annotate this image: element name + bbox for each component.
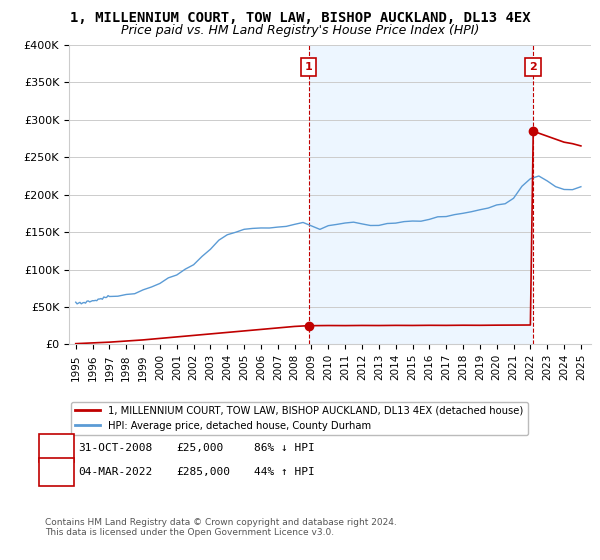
Bar <box>308 45 533 344</box>
Text: 44% ↑ HPI: 44% ↑ HPI <box>254 466 314 477</box>
Text: 1: 1 <box>305 62 313 72</box>
Text: 1, MILLENNIUM COURT, TOW LAW, BISHOP AUCKLAND, DL13 4EX: 1, MILLENNIUM COURT, TOW LAW, BISHOP AUC… <box>70 11 530 25</box>
Legend: 1, MILLENNIUM COURT, TOW LAW, BISHOP AUCKLAND, DL13 4EX (detached house), HPI: A: 1, MILLENNIUM COURT, TOW LAW, BISHOP AUC… <box>71 402 527 435</box>
Text: £285,000: £285,000 <box>176 466 230 477</box>
Text: £25,000: £25,000 <box>176 443 223 453</box>
Text: 04-MAR-2022: 04-MAR-2022 <box>79 466 153 477</box>
Text: 2: 2 <box>53 466 60 477</box>
Text: 2: 2 <box>529 62 537 72</box>
Text: Price paid vs. HM Land Registry's House Price Index (HPI): Price paid vs. HM Land Registry's House … <box>121 24 479 36</box>
Text: 31-OCT-2008: 31-OCT-2008 <box>79 443 153 453</box>
Text: Contains HM Land Registry data © Crown copyright and database right 2024.
This d: Contains HM Land Registry data © Crown c… <box>45 518 397 538</box>
Text: 1: 1 <box>53 443 60 453</box>
Text: 86% ↓ HPI: 86% ↓ HPI <box>254 443 314 453</box>
